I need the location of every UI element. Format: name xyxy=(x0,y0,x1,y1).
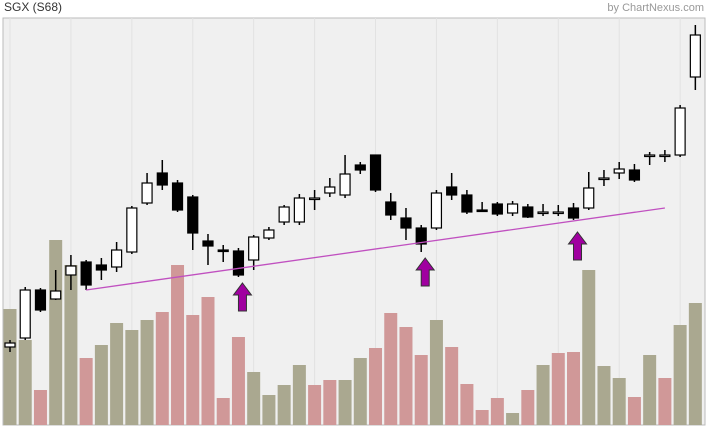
volume-bar xyxy=(521,390,535,425)
candle-body xyxy=(537,211,549,215)
volume-bar xyxy=(429,320,443,425)
volume-bar xyxy=(186,315,200,425)
volume-bar xyxy=(140,320,154,425)
volume-bar xyxy=(155,312,169,425)
volume-bar xyxy=(308,385,322,425)
volume-bar xyxy=(216,398,230,425)
candle-body xyxy=(95,264,107,271)
candle-body xyxy=(248,236,260,261)
volume-bar xyxy=(582,270,596,425)
candle-body xyxy=(506,203,519,214)
volume-bar xyxy=(414,355,428,425)
candle-body xyxy=(4,342,16,348)
candle-body xyxy=(171,182,184,211)
volume-bar xyxy=(338,380,352,425)
candle-body xyxy=(339,173,351,196)
volume-bar xyxy=(506,413,520,425)
candle-body xyxy=(476,209,488,213)
arrow xyxy=(415,257,436,287)
candle-body xyxy=(65,265,77,276)
source: by ChartNexus.com xyxy=(607,2,704,14)
chart-title: SGX (S68) xyxy=(4,0,62,14)
volume-bar xyxy=(536,365,550,425)
candle-body xyxy=(659,154,671,158)
volume-bar xyxy=(292,365,306,425)
candle-body xyxy=(309,197,321,201)
candle-body xyxy=(567,207,580,219)
candle-body xyxy=(19,289,31,339)
volume-bar xyxy=(460,384,474,425)
candle-body xyxy=(446,186,458,196)
candle-body xyxy=(126,207,138,253)
candle-body xyxy=(598,177,610,181)
volume-bar xyxy=(94,345,108,425)
candle-body xyxy=(202,240,214,247)
candle-body xyxy=(50,290,62,300)
volume-bar xyxy=(247,372,261,425)
candle-body xyxy=(644,154,656,158)
candle-body xyxy=(369,154,382,191)
volume-bar xyxy=(125,330,139,425)
volume-bar xyxy=(3,309,17,425)
candle-body xyxy=(80,261,92,286)
candle-body xyxy=(278,206,290,223)
candle-body xyxy=(491,203,503,215)
volume-bar xyxy=(171,265,185,425)
candle-body xyxy=(689,34,701,78)
volume-bar xyxy=(369,348,383,425)
candle-body xyxy=(232,250,245,276)
volume-bar xyxy=(399,327,413,425)
candle-body xyxy=(34,289,47,311)
volume-bar xyxy=(551,353,565,425)
volume-bar xyxy=(490,398,504,425)
volume-bar xyxy=(18,340,32,425)
candle-body xyxy=(522,206,534,218)
volume-bar xyxy=(658,378,672,425)
volume-bar xyxy=(323,380,337,425)
arrow xyxy=(567,231,588,261)
volume-bar xyxy=(673,325,687,425)
candle-body xyxy=(415,227,427,245)
candle-body xyxy=(324,186,336,194)
volume-bar xyxy=(643,355,657,425)
volume-bar xyxy=(33,390,47,425)
candle-body xyxy=(461,194,473,213)
volume-bar xyxy=(79,358,93,425)
volume-bar xyxy=(277,385,291,425)
volume-bar xyxy=(475,410,489,425)
candle-body xyxy=(217,249,229,253)
candle-body xyxy=(293,197,305,223)
volume-bar xyxy=(384,313,398,425)
candle-body xyxy=(552,211,564,215)
arrow xyxy=(232,282,253,312)
volume-bar xyxy=(445,347,459,425)
volume-bar xyxy=(627,397,641,425)
volume-bar xyxy=(567,352,581,425)
candle-body xyxy=(400,217,412,229)
candle-body xyxy=(354,164,366,171)
volume-bar xyxy=(231,337,245,425)
candle-body xyxy=(111,249,123,268)
candle-body xyxy=(430,192,443,229)
volume-bar xyxy=(64,265,78,425)
candle-body xyxy=(187,196,199,234)
volume-bar xyxy=(597,366,611,425)
candle-body xyxy=(385,201,397,216)
trendline xyxy=(86,207,665,291)
candle-body xyxy=(156,172,168,186)
candle-body xyxy=(613,168,625,174)
candle-body xyxy=(141,182,153,204)
volume-bar xyxy=(353,358,367,425)
volume-bar xyxy=(201,297,215,425)
volume-bar xyxy=(612,378,626,425)
volume-bar xyxy=(688,303,702,425)
candle-body xyxy=(674,107,686,156)
volume-bar xyxy=(110,323,124,425)
candle-body xyxy=(628,169,641,181)
volume-bar xyxy=(49,240,63,425)
candle-body xyxy=(263,229,275,239)
volume-bar xyxy=(262,395,276,425)
candle-body xyxy=(583,187,595,209)
